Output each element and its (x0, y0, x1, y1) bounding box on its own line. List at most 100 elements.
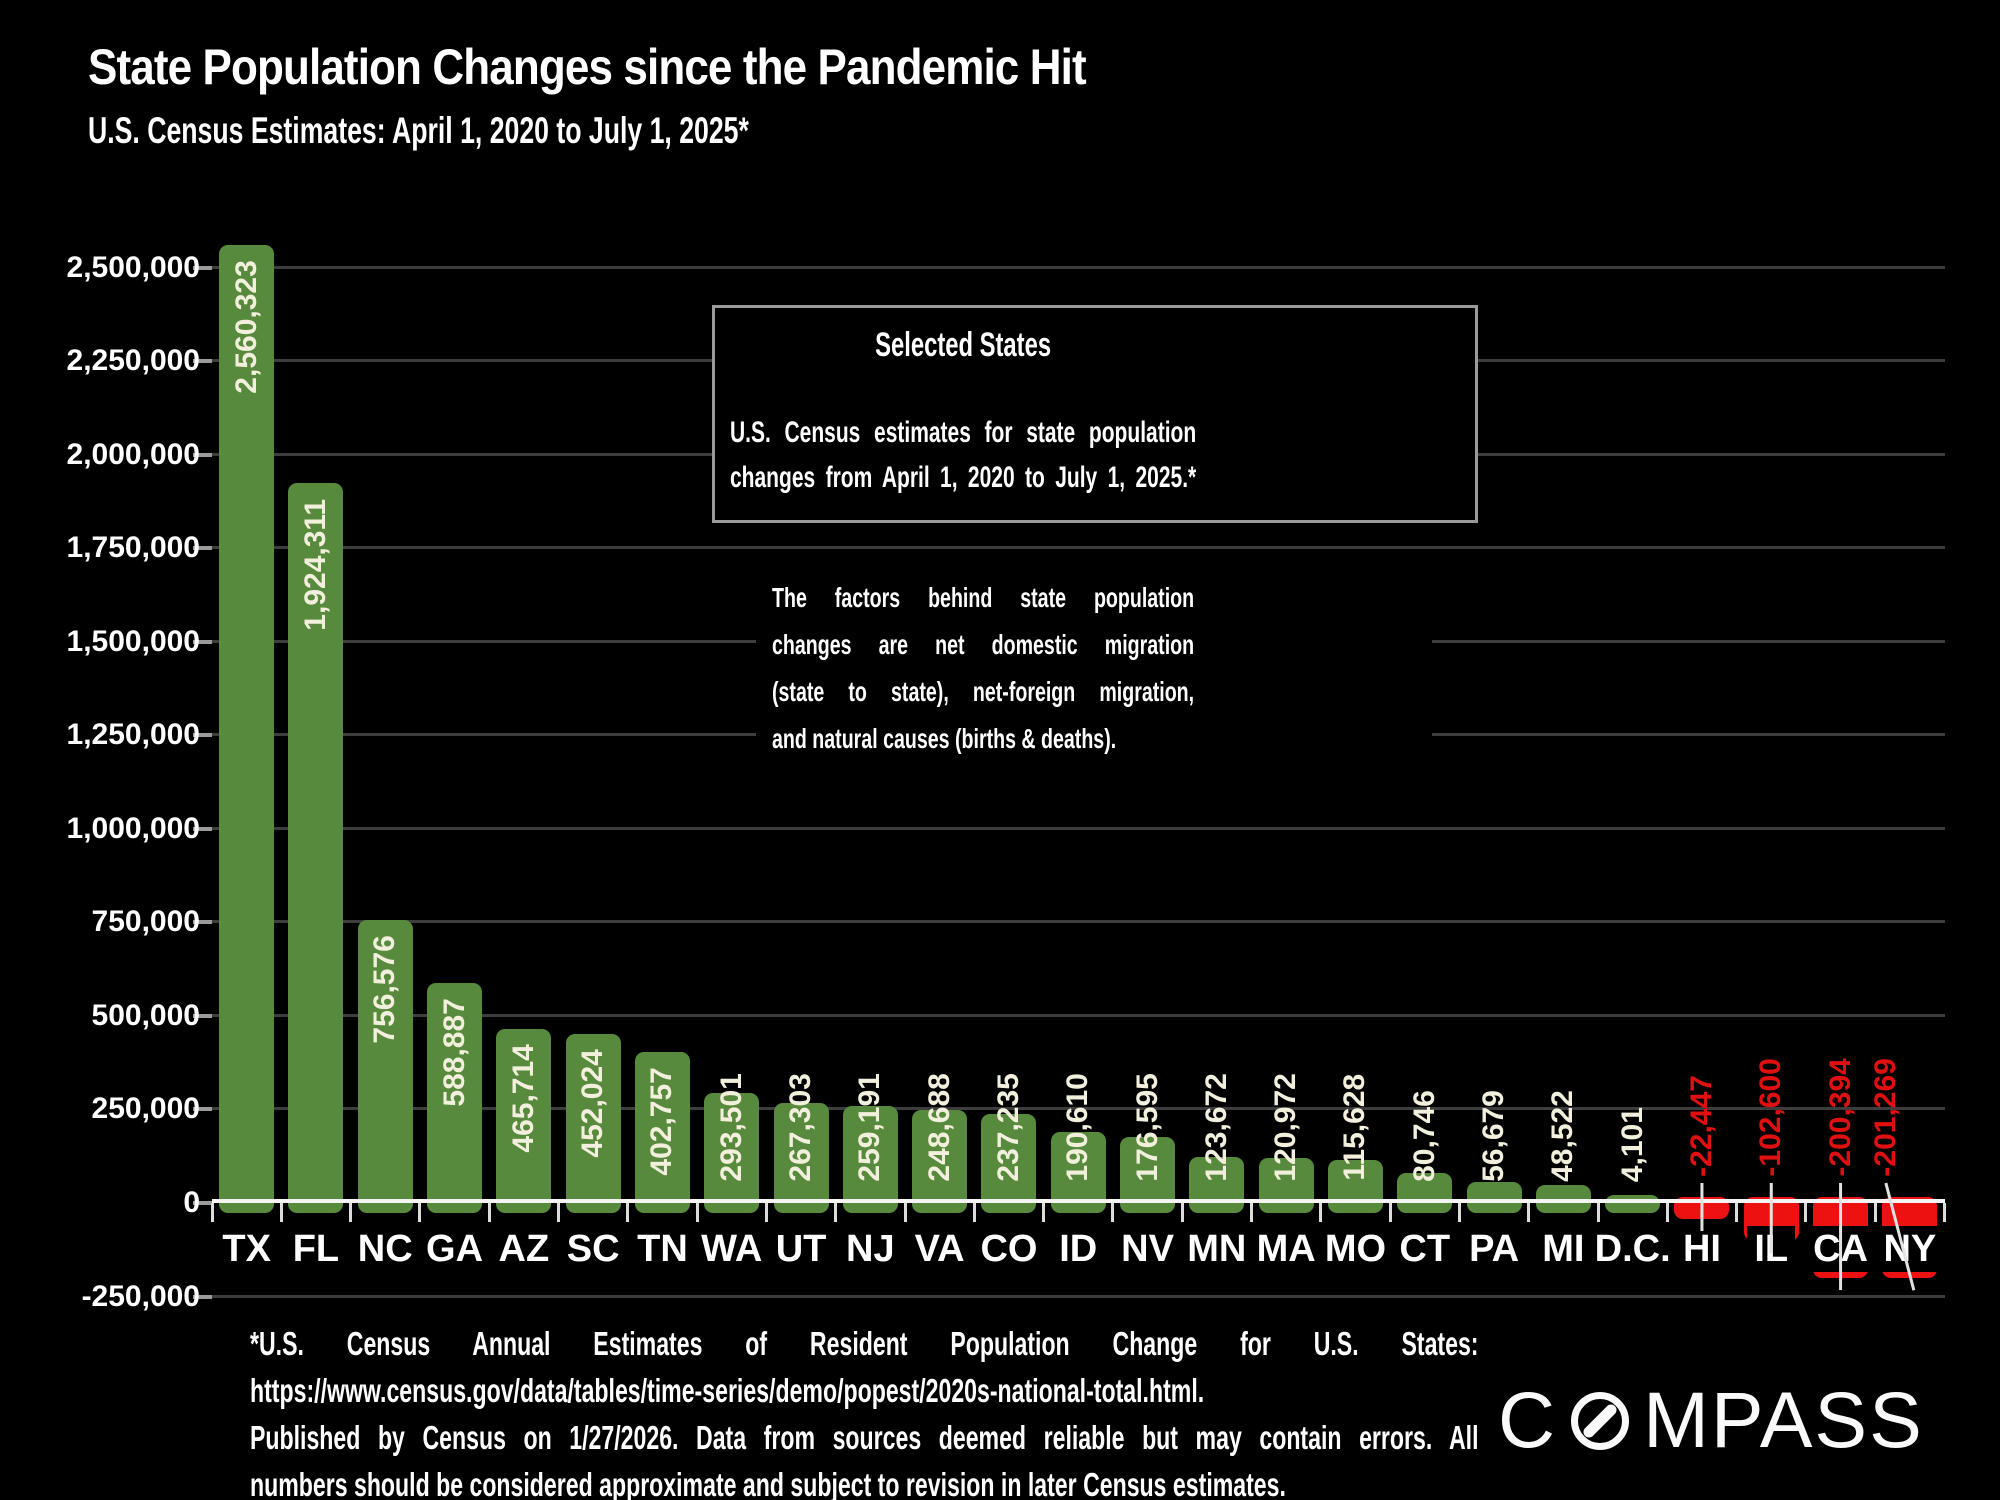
gridline (212, 920, 1945, 924)
page-title: State Population Changes since the Pande… (88, 39, 1087, 95)
y-axis-tick-label: 500,000 (91, 998, 200, 1032)
x-axis-label-wrap: NJ (800, 1226, 940, 1272)
x-axis-tick (1873, 1203, 1877, 1222)
x-axis-label-wrap: FL (246, 1226, 386, 1272)
bar-MA (1258, 1157, 1314, 1213)
bar-value-label: 465,714 (506, 1043, 540, 1153)
x-axis-tick (279, 1203, 283, 1222)
y-axis-tick-label: 2,500,000 (66, 250, 200, 284)
x-axis-label-CT: CT (1392, 1226, 1458, 1272)
x-axis-label-NV: NV (1114, 1226, 1181, 1272)
page-subtitle: U.S. Census Estimates: April 1, 2020 to … (88, 110, 749, 151)
bar-value-label: 267,303 (784, 1073, 818, 1182)
bar-FL (288, 483, 344, 1213)
bar-CT (1397, 1172, 1453, 1213)
footnote-line: Published by Census on 1/27/2026. Data f… (250, 1419, 1479, 1456)
x-axis-label-wrap: D.C. (1563, 1226, 1703, 1272)
logo-letter: C (1498, 1375, 1558, 1464)
y-axis-tick (193, 359, 212, 364)
bar-value-label: 80,746 (1407, 1090, 1441, 1182)
bar-CO (981, 1114, 1037, 1213)
bar-value-label: 4,101 (1615, 1106, 1649, 1182)
y-axis-tick-label: 2,250,000 (66, 344, 200, 378)
bar-UT (773, 1102, 829, 1213)
y-axis-tick (193, 1294, 212, 1299)
info-box-title: Selected States (875, 326, 1052, 364)
bar-value-label: -200,394 (1823, 1058, 1857, 1178)
y-axis-tick-label: 1,250,000 (66, 718, 200, 752)
x-axis-label-wrap: VA (870, 1226, 1010, 1272)
x-axis-label-SC: SC (559, 1226, 627, 1272)
y-axis-tick-label: 1,750,000 (66, 531, 200, 565)
x-axis-label-ID: ID (1052, 1226, 1105, 1272)
x-axis-label-wrap: MI (1493, 1226, 1633, 1272)
x-axis-label-wrap: CT (1355, 1226, 1495, 1272)
x-axis-label-NJ: NJ (839, 1226, 902, 1272)
bar-value-label: 452,024 (576, 1048, 610, 1158)
x-axis-label-TN: TN (630, 1226, 695, 1272)
x-axis-tick (418, 1203, 422, 1222)
y-axis-tick (193, 1107, 212, 1112)
x-axis-label-wrap: MO (1285, 1226, 1425, 1272)
x-axis-tick (557, 1203, 560, 1222)
y-axis-tick-label: 0 (183, 1186, 200, 1219)
x-axis-label-wrap: AZ (454, 1226, 594, 1272)
bar-VA (912, 1109, 968, 1213)
x-axis-tick (764, 1203, 768, 1222)
y-axis-tick-label: 250,000 (91, 1092, 200, 1126)
x-axis-label-wrap: NC (315, 1226, 455, 1272)
gridline (212, 546, 1945, 550)
y-axis-tick (193, 1201, 212, 1205)
footnote-line: *U.S. Census Annual Estimates of Residen… (250, 1325, 1479, 1362)
footnote-line: numbers should be considered approximate… (250, 1466, 1286, 1500)
x-axis-label-D.C.: D.C. (1587, 1226, 1678, 1272)
x-axis-tick (1596, 1203, 1600, 1222)
x-axis-tick (695, 1203, 699, 1222)
bar-value-label: 756,576 (368, 934, 402, 1044)
x-axis-label-wrap: GA (385, 1226, 525, 1272)
x-axis-tick (1735, 1203, 1739, 1222)
x-axis-label-wrap: HI (1632, 1226, 1772, 1272)
x-axis-tick (1388, 1203, 1392, 1222)
info-box-line: changes from April 1, 2020 to July 1, 20… (730, 461, 1197, 494)
bar-value-label: 115,628 (1338, 1074, 1372, 1182)
x-axis-tick (626, 1203, 630, 1222)
bar-value-label: 402,757 (645, 1067, 679, 1176)
bar-MN (1189, 1156, 1245, 1213)
y-axis-tick (193, 920, 212, 925)
x-axis-tick (1804, 1203, 1808, 1222)
bar-value-label: -102,600 (1754, 1058, 1788, 1178)
x-axis-tick (1319, 1203, 1323, 1222)
footnote-line: https://www.census.gov/data/tables/time-… (250, 1372, 1205, 1409)
x-axis-label-wrap: MA (1216, 1226, 1356, 1272)
bar-value-label: 190,610 (1061, 1073, 1095, 1182)
note-paragraph-line: changes are net domestic migration (772, 629, 1195, 660)
y-axis-tick (193, 639, 212, 644)
x-axis-label-TX: TX (215, 1226, 278, 1272)
x-axis-label-wrap: WA (662, 1226, 802, 1272)
y-axis-tick-label: 2,000,000 (66, 437, 200, 471)
y-axis-tick (193, 546, 212, 551)
bar-value-label: 176,595 (1130, 1073, 1164, 1182)
info-box: Selected States U.S. Census estimates fo… (712, 305, 1478, 523)
y-axis-tick (193, 826, 212, 831)
gridline (212, 265, 1945, 269)
x-axis-tick (1943, 1203, 1946, 1222)
y-axis-tick (193, 733, 212, 738)
compass-logo: C MPASS (1498, 1380, 1924, 1459)
bar-AZ (496, 1028, 552, 1213)
bar-NJ (842, 1106, 898, 1213)
note-paragraph-line: and natural causes (births & deaths). (772, 723, 1117, 754)
x-axis-label-wrap: ID (1008, 1226, 1148, 1272)
x-axis-label-wrap: TN (592, 1226, 732, 1272)
x-axis-tick (1180, 1203, 1184, 1222)
x-axis-label-GA: GA (419, 1226, 491, 1272)
x-axis-tick (1042, 1203, 1046, 1222)
x-axis-label-VA: VA (907, 1226, 972, 1272)
bar-NC (357, 919, 413, 1213)
gridline (212, 826, 1945, 830)
x-axis-label-wrap: NV (1078, 1226, 1218, 1272)
bar-value-label: 588,887 (437, 997, 471, 1107)
gridline (212, 1294, 1945, 1298)
